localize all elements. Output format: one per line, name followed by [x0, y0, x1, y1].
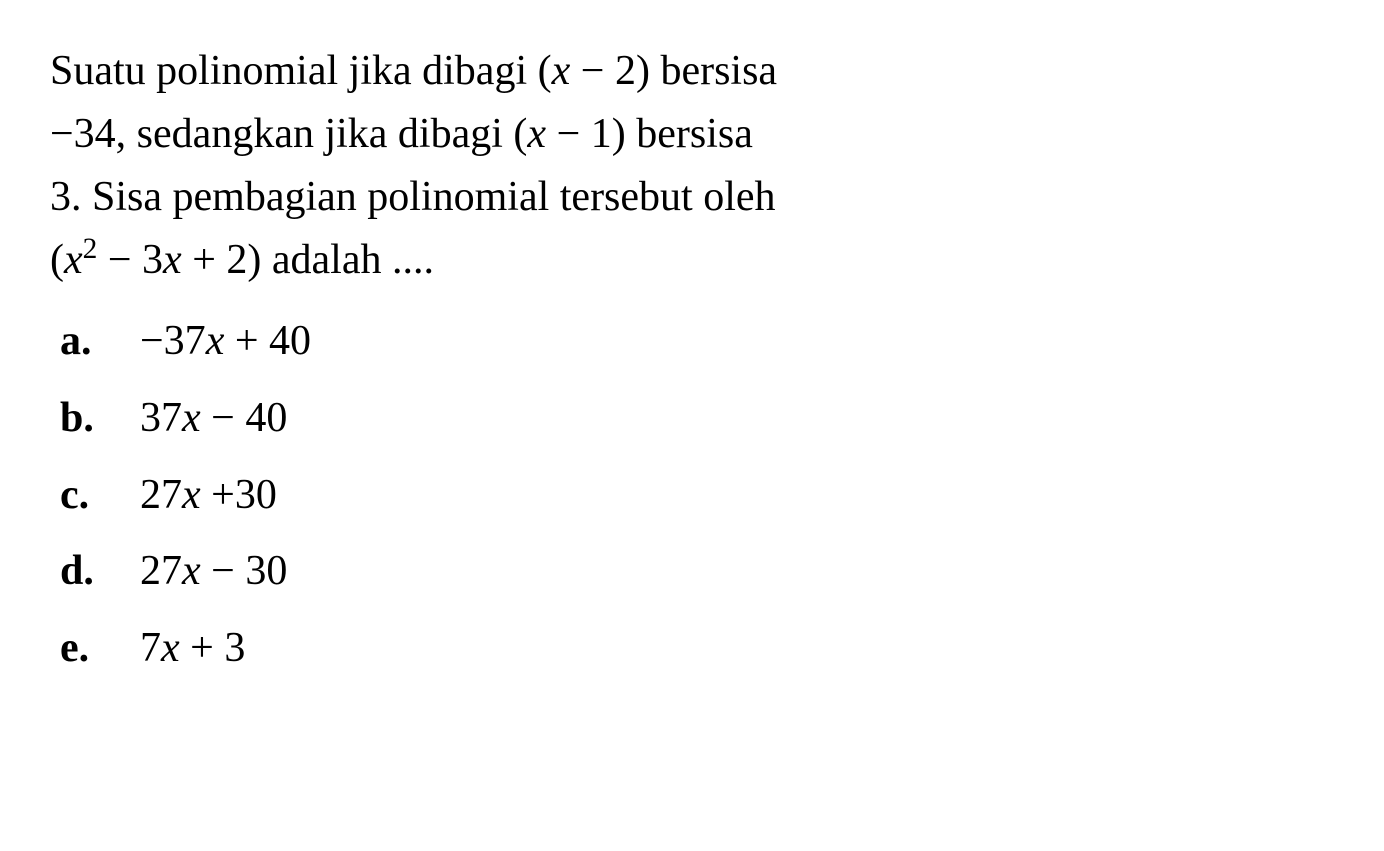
question-text: Suatu polinomial jika dibagi (x − 2) ber…	[50, 40, 1334, 292]
question-line4-sup: 2	[83, 233, 98, 265]
option-e-var: x	[161, 625, 180, 671]
option-c-content: 27x +30	[120, 466, 277, 525]
question-line2-part1: −34, sedangkan jika dibagi (	[50, 111, 527, 157]
option-e-suffix: + 3	[180, 625, 246, 671]
options-list: a. −37x + 40 b. 37x − 40 c. 27x +30 d. 2…	[50, 312, 1334, 678]
question-line1-part1: Suatu polinomial jika dibagi (	[50, 48, 552, 94]
option-d-var: x	[182, 548, 201, 594]
option-d-content: 27x − 30	[120, 542, 287, 601]
option-a: a. −37x + 40	[50, 312, 1334, 371]
option-b-letter: b.	[50, 389, 120, 448]
option-e-content: 7x + 3	[120, 619, 245, 678]
option-b-prefix: 37	[140, 395, 182, 441]
option-c-prefix: 27	[140, 472, 182, 518]
option-c-var: x	[182, 472, 201, 518]
option-d-letter: d.	[50, 542, 120, 601]
option-a-content: −37x + 40	[120, 312, 311, 371]
option-b-suffix: − 40	[201, 395, 288, 441]
question-line3: 3. Sisa pembagian polinomial tersebut ol…	[50, 174, 776, 220]
question-line4-part3: + 2) adalah ....	[182, 237, 434, 283]
option-c-suffix: +30	[201, 472, 277, 518]
option-e-letter: e.	[50, 619, 120, 678]
question-line4-var1: x	[64, 237, 83, 283]
option-b-var: x	[182, 395, 201, 441]
option-d: d. 27x − 30	[50, 542, 1334, 601]
option-c: c. 27x +30	[50, 466, 1334, 525]
question-line2-var1: x	[527, 111, 546, 157]
question-line4-var2: x	[163, 237, 182, 283]
option-e-prefix: 7	[140, 625, 161, 671]
question-line4-part1: (	[50, 237, 64, 283]
question-line4-part2: − 3	[97, 237, 163, 283]
option-b-content: 37x − 40	[120, 389, 287, 448]
option-a-prefix: −37	[140, 318, 206, 364]
option-d-suffix: − 30	[201, 548, 288, 594]
option-d-prefix: 27	[140, 548, 182, 594]
question-line1-part2: − 2) bersisa	[570, 48, 777, 94]
option-a-letter: a.	[50, 312, 120, 371]
option-e: e. 7x + 3	[50, 619, 1334, 678]
option-a-suffix: + 40	[224, 318, 311, 364]
option-a-var: x	[206, 318, 225, 364]
option-c-letter: c.	[50, 466, 120, 525]
question-line1-var1: x	[552, 48, 571, 94]
question-line2-part2: − 1) bersisa	[546, 111, 753, 157]
option-b: b. 37x − 40	[50, 389, 1334, 448]
